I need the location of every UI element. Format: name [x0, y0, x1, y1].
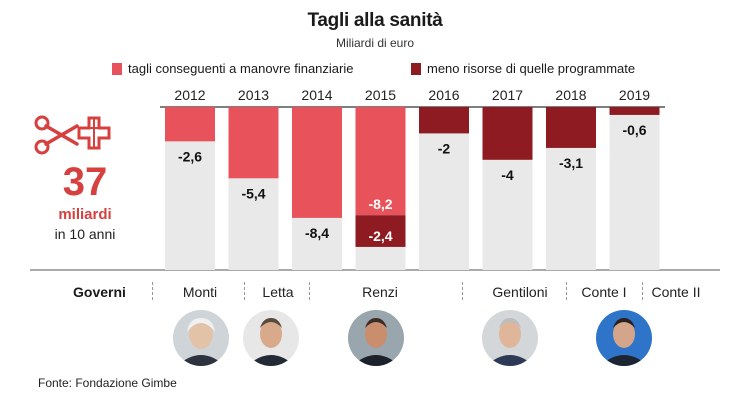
- bar-tagli: [228, 107, 279, 179]
- x-tick-label: 2012: [174, 87, 205, 103]
- government-gentiloni: Gentiloni: [492, 284, 548, 300]
- governments-label: Governi: [73, 284, 126, 300]
- government-conte-i: Conte I: [581, 284, 627, 300]
- legend-swatch-b: [411, 62, 421, 75]
- bar-tagli: [292, 107, 342, 218]
- scissors-health-cross-icon: [34, 115, 111, 155]
- data-label: -2,4: [368, 228, 392, 244]
- x-tick-label: 2013: [238, 87, 269, 103]
- summary-number: 37: [62, 160, 108, 204]
- summary-unit: miliardi: [58, 206, 112, 223]
- separator: [244, 282, 245, 300]
- bar-meno-risorse: [419, 107, 469, 134]
- bar-background: [419, 107, 469, 270]
- bar-meno-risorse: [355, 215, 406, 247]
- x-tick-label: 2014: [301, 87, 332, 103]
- bar-tagli: [165, 107, 215, 142]
- government-monti: Monti: [182, 284, 218, 300]
- portrait-gentiloni: [482, 310, 538, 366]
- separator: [309, 282, 310, 300]
- bar-meno-risorse: [609, 107, 660, 115]
- government-letta: Letta: [262, 284, 294, 300]
- chart-title: Tagli alla sanità: [307, 10, 443, 31]
- separator: [152, 282, 153, 300]
- x-tick-label: 2019: [619, 87, 650, 103]
- legend-label-a: tagli conseguenti a manovre finanziarie: [128, 61, 354, 76]
- data-label: -2: [438, 140, 451, 156]
- x-tick-label: 2018: [555, 87, 586, 103]
- data-label: -2,6: [178, 148, 202, 164]
- portrait-monti: [173, 310, 229, 366]
- summary-period: in 10 anni: [54, 226, 116, 242]
- portrait-letta: [243, 310, 299, 366]
- portrait-conte: [596, 310, 652, 366]
- data-label: -0,6: [622, 122, 646, 138]
- separator: [566, 282, 567, 300]
- separator: [462, 282, 463, 300]
- data-label: -8,4: [305, 225, 329, 241]
- bar-tagli: [355, 107, 406, 216]
- x-tick-label: 2017: [492, 87, 523, 103]
- source-note: Fonte: Fondazione Gimbe: [38, 376, 177, 390]
- data-label: -4: [501, 167, 514, 183]
- x-tick-label: 2015: [365, 87, 396, 103]
- legend-swatch-a: [112, 62, 122, 75]
- data-label: -5,4: [241, 185, 265, 201]
- portrait-renzi: [348, 310, 404, 366]
- legend-item-b: meno risorse di quelle programmate: [411, 61, 635, 76]
- government-conte-ii: Conte II: [651, 284, 701, 300]
- legend-label-b: meno risorse di quelle programmate: [427, 61, 636, 76]
- bar-meno-risorse: [482, 107, 533, 160]
- legend-item-a: tagli conseguenti a manovre finanziarie: [112, 61, 353, 76]
- separator: [642, 282, 643, 300]
- bar-meno-risorse: [546, 107, 596, 148]
- data-label: -3,1: [559, 155, 583, 171]
- data-label: -8,2: [368, 196, 392, 212]
- chart-subtitle: Miliardi di euro: [335, 36, 415, 50]
- x-tick-label: 2016: [428, 87, 459, 103]
- government-renzi: Renzi: [362, 284, 398, 300]
- bar-background: [609, 107, 660, 270]
